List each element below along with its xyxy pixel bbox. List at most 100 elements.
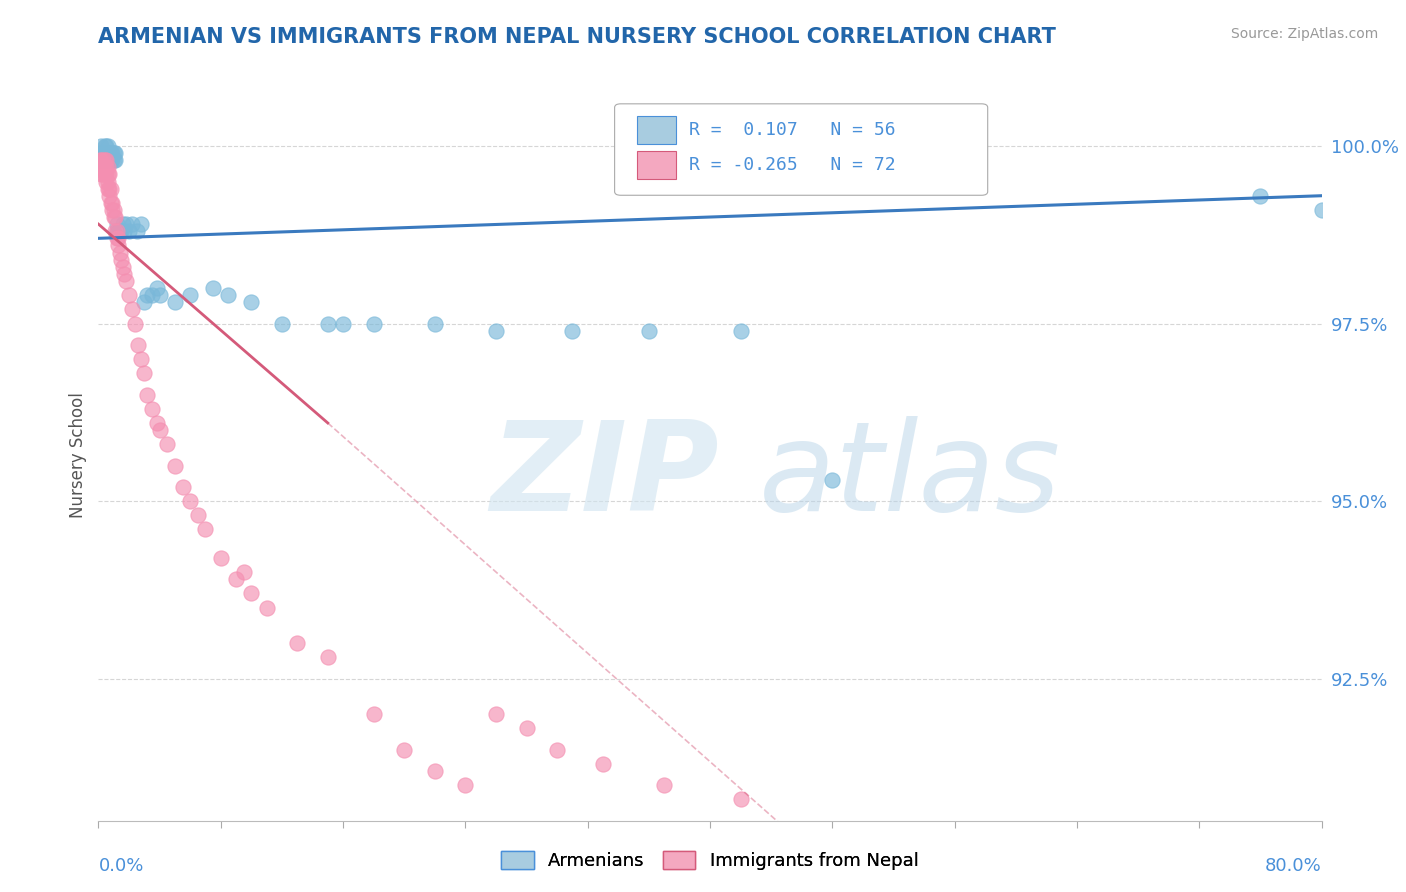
Point <box>127 338 149 352</box>
Point <box>172 480 194 494</box>
Point <box>97 181 120 195</box>
Point <box>91 168 114 182</box>
Point <box>821 473 844 487</box>
Point <box>105 224 128 238</box>
Point <box>118 224 141 238</box>
Point <box>163 295 186 310</box>
Point <box>94 153 117 168</box>
Point <box>104 224 127 238</box>
Point <box>423 764 446 778</box>
Point <box>145 416 167 430</box>
Text: 80.0%: 80.0% <box>1265 857 1322 875</box>
FancyBboxPatch shape <box>614 103 987 195</box>
Point <box>101 195 124 210</box>
Point <box>100 195 122 210</box>
Point <box>316 650 339 665</box>
Point <box>98 188 121 202</box>
Text: atlas: atlas <box>759 417 1062 537</box>
Point <box>90 168 112 182</box>
Point <box>104 153 127 168</box>
Point <box>103 146 125 161</box>
Point <box>90 146 112 161</box>
Point <box>107 238 129 252</box>
Point <box>115 274 138 288</box>
Point <box>134 366 156 380</box>
Point <box>94 168 117 182</box>
Point <box>90 139 112 153</box>
Point <box>105 231 128 245</box>
Point <box>105 217 128 231</box>
Point <box>217 288 239 302</box>
Point <box>91 153 114 168</box>
Point <box>101 153 124 168</box>
Point <box>98 146 121 161</box>
Point <box>363 317 385 331</box>
Point <box>100 153 122 168</box>
Point <box>107 231 129 245</box>
Point <box>101 202 124 217</box>
Point <box>94 153 117 168</box>
Point <box>112 224 135 238</box>
Legend: Armenians, Immigrants from Nepal: Armenians, Immigrants from Nepal <box>494 844 927 878</box>
Point <box>730 792 752 806</box>
Point <box>124 317 146 331</box>
Point <box>232 565 254 579</box>
Point <box>91 153 114 168</box>
Point <box>485 324 508 338</box>
Point <box>129 352 152 367</box>
Point <box>89 153 111 168</box>
Point <box>134 295 156 310</box>
Text: R = -0.265   N = 72: R = -0.265 N = 72 <box>689 156 896 174</box>
Point <box>97 174 120 188</box>
Point <box>454 778 477 792</box>
Point <box>91 161 114 175</box>
Point <box>129 217 152 231</box>
Text: ARMENIAN VS IMMIGRANTS FROM NEPAL NURSERY SCHOOL CORRELATION CHART: ARMENIAN VS IMMIGRANTS FROM NEPAL NURSER… <box>98 27 1056 46</box>
Point <box>97 139 120 153</box>
Point <box>94 174 117 188</box>
Point <box>115 217 138 231</box>
Point <box>652 778 675 792</box>
Point <box>145 281 167 295</box>
Text: R =  0.107   N = 56: R = 0.107 N = 56 <box>689 121 896 139</box>
Point <box>240 586 263 600</box>
Point <box>104 146 127 161</box>
Point <box>392 742 416 756</box>
Point <box>110 252 132 267</box>
Y-axis label: Nursery School: Nursery School <box>69 392 87 518</box>
Point <box>98 153 121 168</box>
Point <box>363 707 385 722</box>
Point <box>110 224 132 238</box>
Point <box>270 317 292 331</box>
Point <box>103 210 125 224</box>
Point <box>93 139 115 153</box>
Text: ZIP: ZIP <box>489 417 718 537</box>
Point <box>730 324 752 338</box>
Point <box>179 288 201 302</box>
Point <box>1249 188 1271 202</box>
Point <box>98 168 121 182</box>
Point <box>136 387 159 401</box>
Point <box>93 161 115 175</box>
Point <box>107 224 129 238</box>
Point <box>285 636 308 650</box>
Point <box>141 288 163 302</box>
FancyBboxPatch shape <box>637 116 676 144</box>
Point <box>90 161 112 175</box>
Point <box>141 401 163 416</box>
Point <box>94 139 117 153</box>
Point <box>105 224 128 238</box>
Point <box>163 458 186 473</box>
Point <box>90 153 112 168</box>
Point <box>121 302 143 317</box>
Point <box>94 146 117 161</box>
Point <box>149 423 172 437</box>
Point <box>93 168 115 182</box>
Point <box>97 161 120 175</box>
Point <box>332 317 354 331</box>
Point <box>108 245 131 260</box>
Point <box>149 288 172 302</box>
Point <box>136 288 159 302</box>
Point <box>423 317 446 331</box>
Point <box>125 224 148 238</box>
